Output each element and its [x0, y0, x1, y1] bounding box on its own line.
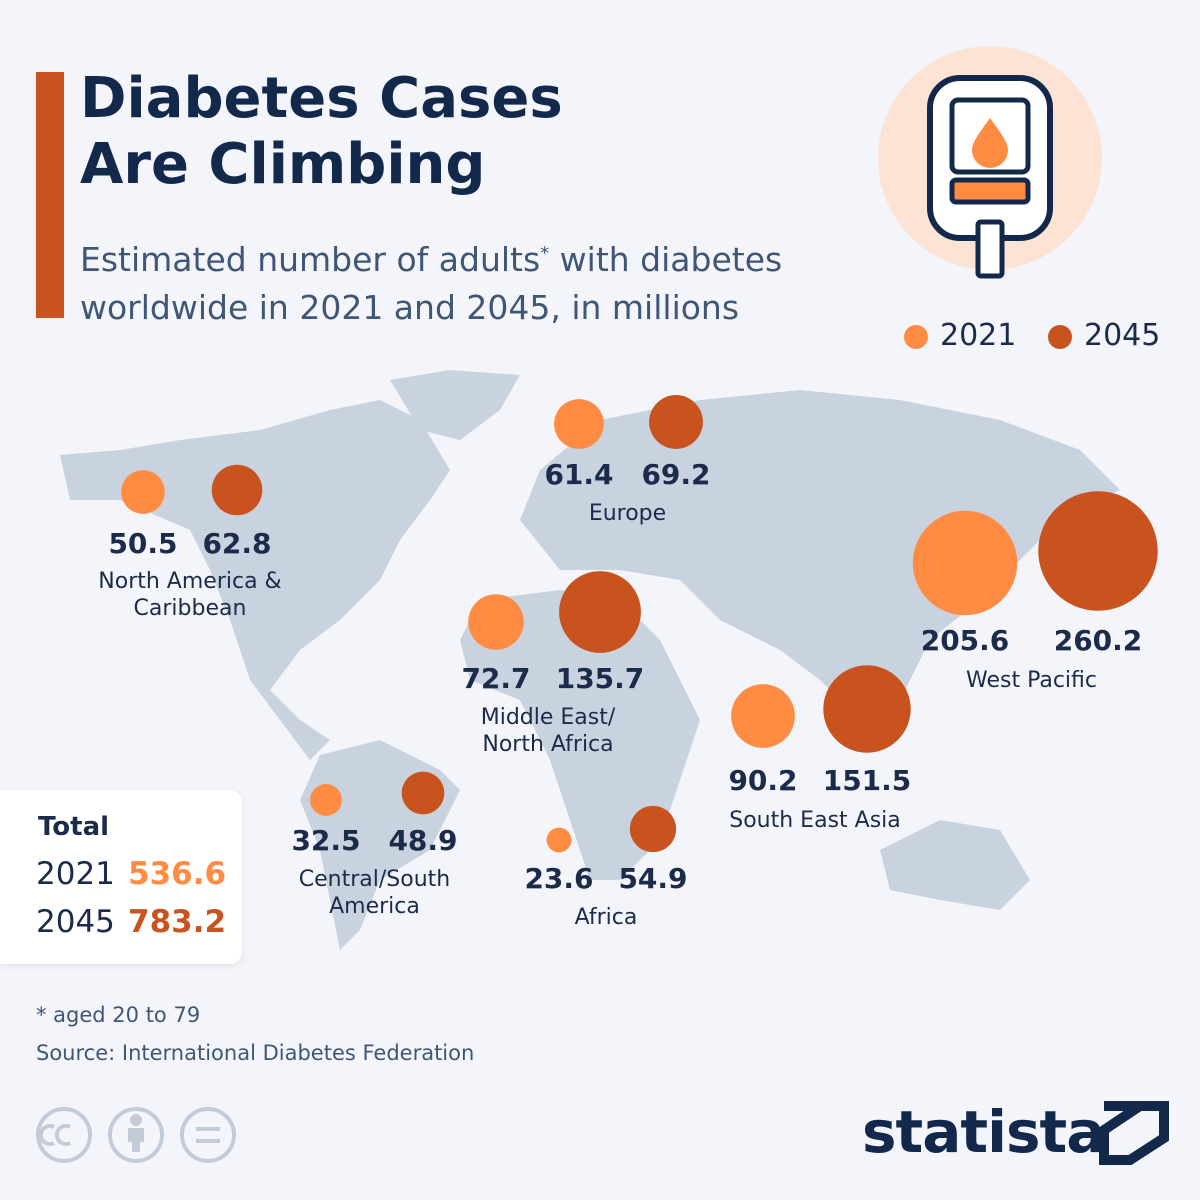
- subtitle-text: with diabetes worldwide in 2021 and 2045…: [80, 240, 783, 327]
- bubble: [121, 470, 165, 514]
- bubble: [310, 784, 342, 816]
- chart-title: Diabetes Cases Are Climbing: [80, 66, 563, 197]
- region-label: West Pacific: [965, 668, 1097, 693]
- subtitle: Estimated number of adults* with diabete…: [80, 230, 880, 332]
- value-label: 54.9: [618, 862, 688, 895]
- bubble: [649, 395, 703, 449]
- legend-swatch: [1048, 325, 1072, 349]
- region-label: Europe: [588, 501, 667, 526]
- bubble: [731, 684, 795, 748]
- totals-value: 783.2: [128, 904, 227, 940]
- footnote: * aged 20 to 79: [36, 1003, 201, 1027]
- continent: [460, 590, 700, 880]
- totals-title: Total: [38, 812, 110, 842]
- legend-label: 2045: [1084, 318, 1161, 353]
- bubble: [629, 805, 677, 853]
- continent: [880, 820, 1030, 910]
- source: Source: International Diabetes Federatio…: [36, 1041, 475, 1065]
- value-label: 260.2: [1053, 624, 1143, 657]
- region-label: South East Asia: [729, 808, 901, 833]
- region-label: Africa: [574, 905, 638, 930]
- accent-bar: [36, 72, 64, 318]
- value-label: 151.5: [822, 764, 912, 797]
- value-label: 205.6: [920, 624, 1010, 657]
- continent: [520, 390, 1120, 720]
- legend-label: 2021: [940, 318, 1017, 353]
- value-label: 90.2: [728, 764, 798, 797]
- value-label: 72.7: [461, 662, 531, 695]
- bubble: [211, 464, 263, 516]
- bubble: [823, 665, 911, 753]
- value-label: 48.9: [388, 824, 458, 857]
- bubble: [401, 771, 445, 815]
- region-label: North America & Caribbean: [98, 569, 282, 621]
- brand: statista: [862, 1098, 1105, 1166]
- totals-year: 2045: [36, 904, 115, 940]
- bubble: [912, 510, 1018, 616]
- region-label: Middle East/ North Africa: [480, 705, 616, 757]
- value-label: 23.6: [524, 862, 594, 895]
- bubble: [554, 399, 604, 449]
- value-label: 69.2: [641, 458, 711, 491]
- bubble: [546, 827, 572, 853]
- brand-mark: [1099, 1101, 1169, 1165]
- totals-year: 2021: [36, 856, 115, 892]
- subtitle-text: Estimated number of adults: [80, 240, 541, 279]
- region-label: Central/South America: [298, 867, 451, 919]
- license-icons: [36, 1107, 236, 1163]
- value-label: 32.5: [291, 824, 361, 857]
- value-label: 62.8: [202, 527, 272, 560]
- meter-icon: [878, 46, 1102, 279]
- totals-value: 536.6: [128, 856, 227, 892]
- value-label: 135.7: [555, 662, 645, 695]
- bubble: [468, 594, 524, 650]
- value-label: 50.5: [108, 527, 178, 560]
- subtitle-mark: *: [540, 243, 550, 264]
- totals-box: Total 2021 536.6 2045 783.2: [0, 790, 242, 964]
- value-label: 61.4: [544, 458, 614, 491]
- bubble: [1038, 491, 1158, 611]
- bubble: [559, 571, 641, 653]
- legend-swatch: [904, 325, 928, 349]
- continent: [390, 370, 520, 440]
